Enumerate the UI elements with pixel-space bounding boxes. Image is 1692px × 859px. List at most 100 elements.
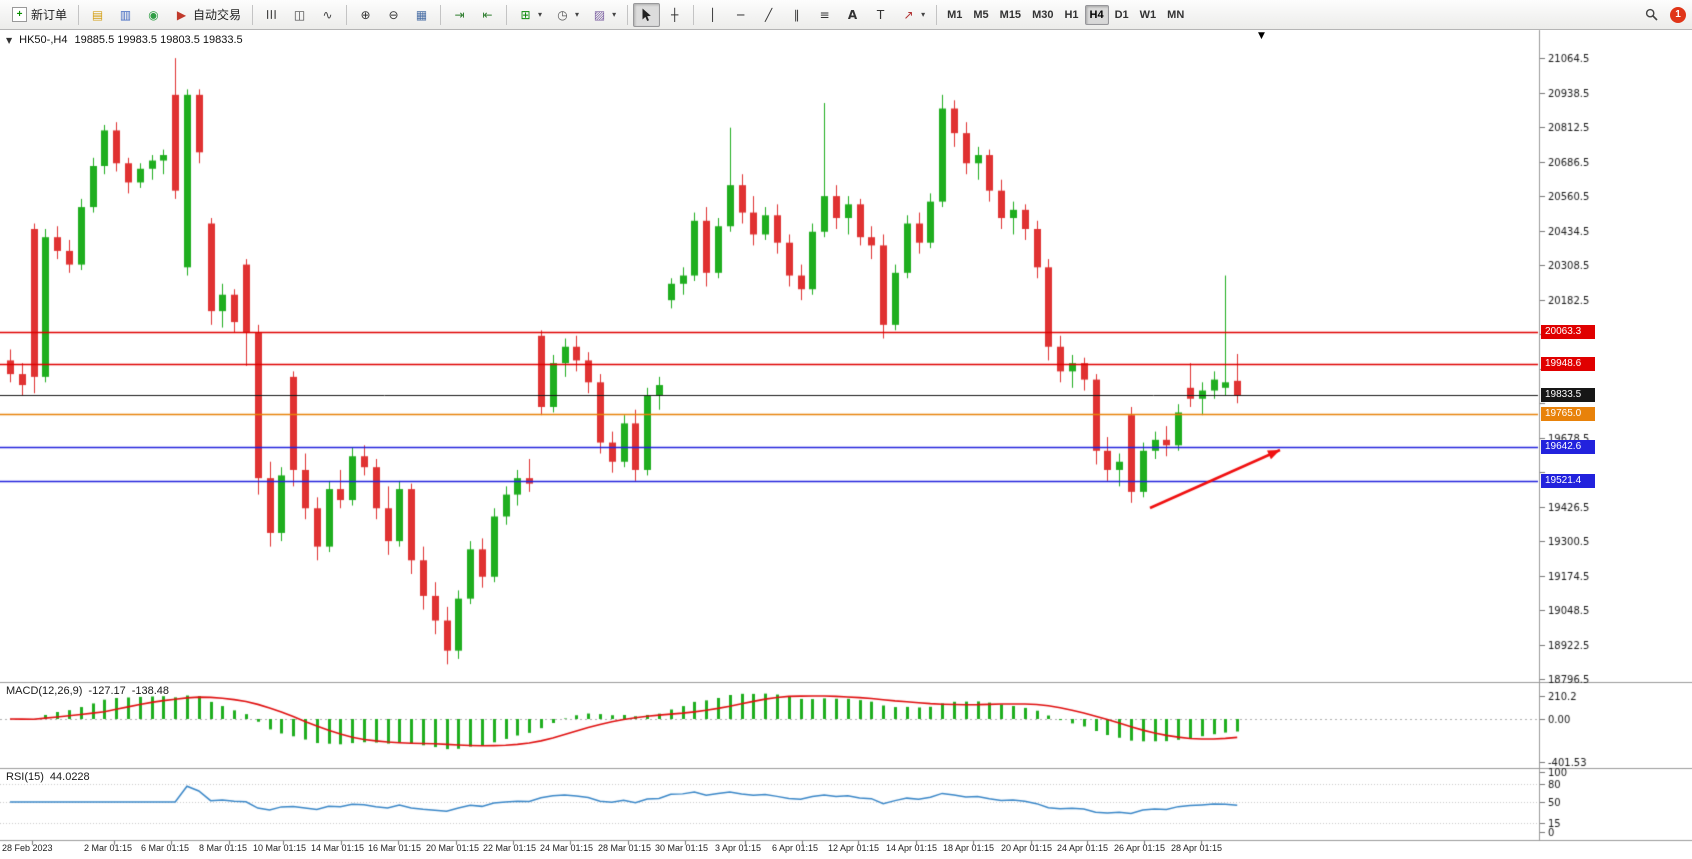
market-watch-button[interactable]: ▤ bbox=[84, 3, 111, 27]
rsi-name: RSI(15) bbox=[6, 771, 44, 783]
toolbar-separator bbox=[936, 4, 938, 25]
search-icon bbox=[1644, 7, 1659, 22]
chevron-down-icon: ▾ bbox=[921, 10, 926, 19]
time-axis-label: 28 Feb 2023 bbox=[2, 843, 53, 853]
chart-shift-icon: ⇤ bbox=[482, 7, 493, 22]
price-level-badge[interactable]: 19765.0 bbox=[1541, 406, 1595, 421]
bar-chart-button[interactable]: ☰ bbox=[258, 3, 285, 27]
indicators-button[interactable]: ⊞ ▾ bbox=[512, 3, 548, 27]
chart-symbol-period: HK50-,H4 bbox=[19, 34, 68, 46]
toolbar-separator bbox=[346, 4, 348, 25]
last-bar-marker-icon[interactable]: ▼ bbox=[1258, 31, 1265, 41]
time-axis-label: 18 Apr 01:15 bbox=[943, 843, 995, 853]
crosshair-icon: ┼ bbox=[670, 7, 679, 22]
timeframe-m15-button[interactable]: M15 bbox=[995, 5, 1026, 25]
channel-tool-button[interactable]: ∥ bbox=[783, 3, 810, 27]
toolbar-separator bbox=[252, 4, 254, 25]
time-axis-label: 2 Mar 01:15 bbox=[84, 843, 133, 853]
time-axis-label: 20 Mar 01:15 bbox=[426, 843, 480, 853]
templates-button[interactable]: ▨ ▾ bbox=[586, 3, 622, 27]
time-axis-label: 6 Mar 01:15 bbox=[141, 843, 190, 853]
trendline-tool-button[interactable]: ╱ bbox=[755, 3, 782, 27]
text-label-tool-button[interactable]: T bbox=[867, 3, 894, 27]
template-icon: ▨ bbox=[593, 7, 606, 22]
arrow-shape-icon: ↗ bbox=[903, 7, 914, 22]
macd-name: MACD(12,26,9) bbox=[6, 685, 83, 697]
main-toolbar: + 新订单 ▤ ▥ ◉ ▶ 自动交易 ☰ ◫ ∿ ⊕ ⊖ ▦ ⇥ ⇤ ⊞ ▾ ◷ ▾… bbox=[0, 0, 1692, 30]
zoom-in-button[interactable]: ⊕ bbox=[352, 3, 379, 27]
timeframe-mn-button[interactable]: MN bbox=[1162, 5, 1189, 25]
notification-badge[interactable]: 1 bbox=[1670, 6, 1686, 23]
time-axis-label: 22 Mar 01:15 bbox=[483, 843, 537, 853]
timeframe-h1-button[interactable]: H1 bbox=[1059, 5, 1083, 25]
price-level-badge[interactable]: 20063.3 bbox=[1541, 325, 1595, 340]
data-window-button[interactable]: ▥ bbox=[112, 3, 139, 27]
bar-chart-icon: ☰ bbox=[264, 9, 279, 20]
chart-header: ▼ HK50-,H4 19885.5 19983.5 19803.5 19833… bbox=[6, 34, 243, 46]
navigator-button[interactable]: ◉ bbox=[140, 3, 167, 27]
candlestick-icon: ◫ bbox=[293, 7, 306, 22]
line-chart-button[interactable]: ∿ bbox=[314, 3, 341, 27]
timeframe-h4-button[interactable]: H4 bbox=[1084, 4, 1109, 25]
price-level-badge[interactable]: 19642.6 bbox=[1541, 440, 1595, 455]
clock-icon: ◷ bbox=[557, 7, 568, 22]
price-level-badge[interactable]: 19948.6 bbox=[1541, 356, 1595, 371]
timeframe-m1-button[interactable]: M1 bbox=[942, 5, 967, 25]
time-axis-label: 12 Apr 01:15 bbox=[828, 843, 880, 853]
tile-windows-button[interactable]: ▦ bbox=[408, 3, 435, 27]
horizontal-line-icon: ─ bbox=[736, 7, 745, 22]
fibonacci-icon: ≡ bbox=[819, 7, 830, 22]
cursor-button[interactable] bbox=[633, 2, 661, 27]
auto-trading-label: 自动交易 bbox=[193, 8, 242, 22]
time-axis-label: 14 Mar 01:15 bbox=[311, 843, 365, 853]
rsi-label: RSI(15) 44.0228 bbox=[6, 771, 90, 783]
trendline-icon: ╱ bbox=[764, 7, 773, 22]
horizontal-line-tool-button[interactable]: ─ bbox=[727, 3, 754, 27]
text-label-icon: T bbox=[876, 7, 885, 22]
macd-label: MACD(12,26,9) -127.17 -138.48 bbox=[6, 685, 169, 697]
toolbar-separator bbox=[440, 4, 442, 25]
vertical-line-tool-button[interactable]: │ bbox=[699, 3, 726, 27]
time-axis-label: 3 Apr 01:15 bbox=[715, 843, 762, 853]
search-button[interactable] bbox=[1638, 3, 1665, 27]
price-level-badge[interactable]: 19521.4 bbox=[1541, 473, 1595, 488]
time-axis-label: 30 Mar 01:15 bbox=[655, 843, 709, 853]
zoom-out-button[interactable]: ⊖ bbox=[380, 3, 407, 27]
data-window-icon: ▥ bbox=[119, 7, 132, 22]
fibonacci-tool-button[interactable]: ≡ bbox=[811, 3, 838, 27]
price-level-badge[interactable]: 19833.5 bbox=[1541, 388, 1595, 403]
toolbar-separator bbox=[78, 4, 80, 25]
time-axis-label: 28 Mar 01:15 bbox=[598, 843, 652, 853]
crosshair-button[interactable]: ┼ bbox=[661, 3, 688, 27]
navigator-icon: ◉ bbox=[148, 7, 159, 22]
macd-main-value: -127.17 bbox=[88, 685, 126, 697]
cursor-icon bbox=[639, 7, 654, 22]
auto-scroll-icon: ⇥ bbox=[454, 7, 465, 22]
toolbar-separator bbox=[506, 4, 508, 25]
zoom-in-icon: ⊕ bbox=[360, 7, 371, 22]
periods-button[interactable]: ◷ ▾ bbox=[549, 3, 585, 27]
text-tool-icon: A bbox=[847, 7, 858, 22]
new-order-button[interactable]: + 新订单 bbox=[6, 3, 73, 27]
timeframe-d1-button[interactable]: D1 bbox=[1110, 5, 1134, 25]
timeframe-m5-button[interactable]: M5 bbox=[968, 5, 993, 25]
timeframe-m30-button[interactable]: M30 bbox=[1027, 5, 1058, 25]
time-axis-label: 28 Apr 01:15 bbox=[1171, 843, 1223, 853]
vertical-line-icon: │ bbox=[708, 7, 717, 22]
new-order-icon: + bbox=[12, 7, 27, 22]
macd-signal-value: -138.48 bbox=[131, 685, 170, 697]
candlestick-chart-button[interactable]: ◫ bbox=[286, 3, 313, 27]
time-axis-label: 10 Mar 01:15 bbox=[253, 843, 307, 853]
time-axis-label: 20 Apr 01:15 bbox=[1001, 843, 1053, 853]
auto-scroll-button[interactable]: ⇥ bbox=[446, 3, 473, 27]
auto-trading-button[interactable]: ▶ 自动交易 bbox=[168, 3, 247, 27]
timeframe-w1-button[interactable]: W1 bbox=[1135, 5, 1162, 25]
auto-trading-icon: ▶ bbox=[176, 7, 187, 22]
chart-shift-button[interactable]: ⇤ bbox=[474, 3, 501, 27]
time-axis-label: 6 Apr 01:15 bbox=[772, 843, 819, 853]
shapes-button[interactable]: ↗ ▾ bbox=[895, 3, 931, 27]
text-tool-button[interactable]: A bbox=[839, 3, 866, 27]
one-click-trading-expander-icon[interactable]: ▼ bbox=[6, 35, 13, 45]
time-axis-label: 14 Apr 01:15 bbox=[886, 843, 938, 853]
